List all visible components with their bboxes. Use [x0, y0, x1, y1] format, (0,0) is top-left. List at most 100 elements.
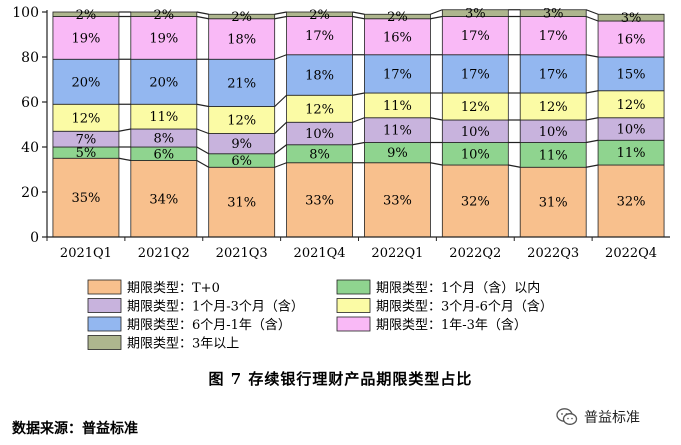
data-label-2021Q3-5: 18%: [227, 33, 256, 48]
bar-segment-2021Q2-6: [130, 11, 198, 17]
data-label-2021Q3-3: 12%: [227, 114, 256, 129]
data-label-2021Q2-2: 8%: [154, 132, 175, 147]
connector-line-6-2: [586, 117, 599, 121]
data-label-2021Q1-5: 19%: [71, 31, 100, 46]
bar-segment-2021Q4-0: [286, 162, 353, 238]
data-label-2022Q3-5: 17%: [539, 29, 568, 44]
bar-segment-2022Q4-6: [597, 13, 665, 22]
legend-label-3: 期限类型：3个月-6个月（含）: [376, 299, 553, 315]
data-label-2022Q1-4: 17%: [383, 67, 412, 82]
data-label-2021Q2-5: 19%: [149, 31, 178, 46]
data-label-2021Q3-1: 6%: [231, 154, 252, 169]
connector-line-2-3: [274, 94, 287, 107]
connector-line-2-2: [274, 121, 287, 134]
data-label-2022Q2-6: 3%: [465, 7, 486, 22]
data-label-2022Q1-3: 11%: [383, 99, 412, 114]
bar-segment-2021Q2-4: [130, 58, 198, 105]
bar-segment-2021Q4-6: [286, 11, 353, 17]
legend-swatch-1: [336, 279, 371, 295]
data-label-2021Q2-3: 11%: [149, 110, 178, 125]
data-label-2021Q4-4: 18%: [305, 69, 334, 84]
connector-line-5-0: [508, 164, 521, 168]
bar-segment-2022Q1-2: [364, 117, 431, 143]
connector-line-4-0: [430, 162, 443, 166]
connector-line-4-6: [430, 9, 443, 15]
bar-segment-2022Q4-4: [597, 56, 665, 92]
data-label-2021Q4-0: 33%: [305, 193, 334, 208]
connector-line-6-5: [585, 15, 599, 22]
connector-line-6-6: [585, 9, 599, 15]
bar-segment-2021Q1-0: [52, 157, 120, 238]
y-tick-label-100: 100: [12, 5, 39, 21]
data-label-2022Q4-2: 10%: [617, 123, 646, 138]
data-label-2022Q2-4: 17%: [461, 67, 490, 82]
data-label-2022Q2-1: 10%: [461, 147, 490, 162]
connector-line-2-4: [274, 54, 287, 60]
connector-line-2-5: [274, 15, 287, 20]
connector-line-1-6: [196, 11, 209, 15]
x-tick-label-2021Q4: 2021Q4: [294, 246, 346, 261]
bar-segment-2021Q3-0: [208, 166, 276, 238]
legend-label-4: 期限类型：6个月-1年（含）: [127, 317, 291, 333]
connector-line-4-2: [430, 117, 443, 121]
y-tick-label-60: 60: [21, 95, 39, 111]
connector-line-6-3: [586, 90, 599, 94]
data-label-2021Q3-4: 21%: [227, 76, 256, 91]
data-label-2021Q4-2: 10%: [305, 127, 334, 142]
watermark: 普益标准: [556, 404, 640, 430]
data-label-2022Q1-6: 2%: [387, 10, 408, 25]
data-label-2022Q4-6: 3%: [621, 11, 642, 26]
bar-segment-2022Q1-3: [364, 92, 431, 119]
x-tick-label-2022Q4: 2022Q4: [605, 246, 657, 261]
figure-caption: 图 7 存续银行理财产品期限类型占比: [208, 370, 473, 388]
connector-line-2-0: [274, 162, 287, 168]
connector-line-6-1: [586, 139, 599, 144]
data-label-2021Q4-1: 8%: [309, 147, 330, 162]
data-label-2021Q4-6: 2%: [309, 8, 330, 23]
bar-segment-2022Q3-6: [519, 9, 587, 17]
bar-segment-2022Q2-3: [441, 92, 509, 121]
x-tick-label-2021Q1: 2021Q1: [60, 246, 112, 261]
legend-swatch-2: [87, 298, 122, 313]
bar-segment-2022Q3-3: [519, 92, 587, 121]
bar-segment-2021Q1-5: [52, 16, 120, 60]
connector-line-1-5: [196, 15, 209, 20]
bar-segment-2021Q2-5: [130, 16, 198, 60]
bar-segment-2021Q3-5: [208, 18, 276, 60]
connector-line-3-2: [352, 117, 365, 123]
connector-line-1-3: [196, 103, 209, 108]
data-label-2022Q4-4: 15%: [617, 67, 646, 82]
bar-segment-2021Q1-3: [52, 103, 120, 132]
data-label-2021Q1-4: 20%: [71, 75, 100, 90]
data-label-2022Q1-2: 11%: [383, 124, 412, 139]
bar-segment-2021Q2-0: [130, 160, 198, 238]
bar-segment-2021Q1-6: [52, 11, 120, 17]
wechat-icon: [556, 408, 578, 425]
connector-line-6-4: [586, 54, 599, 58]
legend-swatch-6: [87, 335, 122, 350]
bar-segment-2022Q1-5: [364, 18, 431, 56]
bar-segment-2022Q1-6: [364, 13, 431, 20]
connector-line-2-1: [274, 144, 287, 155]
data-source: 数据来源：普益标准: [12, 421, 138, 437]
data-label-2022Q3-4: 17%: [539, 67, 568, 82]
connector-line-3-1: [352, 141, 365, 146]
data-label-2021Q4-3: 12%: [305, 102, 334, 117]
data-label-2021Q2-1: 6%: [154, 147, 175, 162]
data-label-2022Q2-5: 17%: [461, 29, 490, 44]
connector-line-1-1: [196, 146, 209, 155]
bar-segment-2022Q3-0: [519, 166, 587, 238]
data-label-2021Q3-2: 9%: [231, 137, 252, 152]
data-label-2022Q3-2: 10%: [539, 125, 568, 140]
data-label-2022Q1-0: 33%: [383, 193, 412, 208]
legend-label-2: 期限类型：1个月-3个月（含）: [127, 299, 304, 315]
legend-swatch-3: [336, 298, 371, 313]
data-label-2022Q2-0: 32%: [461, 195, 490, 210]
bar-segment-2021Q4-3: [286, 94, 353, 123]
bar-segment-2021Q3-4: [208, 58, 276, 107]
data-label-2021Q1-2: 7%: [76, 133, 97, 148]
y-tick-label-0: 0: [30, 230, 39, 246]
x-tick-label-2022Q3: 2022Q3: [527, 246, 579, 261]
legend-label-0: 期限类型：T+0: [127, 281, 220, 296]
connector-line-0-0: [118, 157, 131, 162]
